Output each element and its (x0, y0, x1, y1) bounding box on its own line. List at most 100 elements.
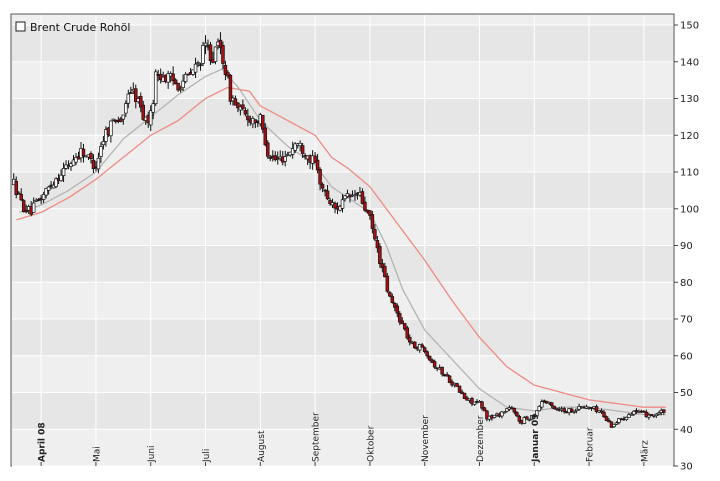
candle (649, 413, 654, 417)
candle (527, 418, 532, 422)
candle (31, 197, 36, 213)
candle-body-down (186, 73, 190, 76)
candle-body-down (420, 344, 424, 348)
candle (422, 346, 427, 354)
candle-body-down (89, 153, 93, 160)
candle-body-down (412, 341, 417, 349)
candle (530, 415, 534, 421)
candle (328, 197, 332, 206)
candle-body-up (647, 414, 651, 418)
candle (19, 188, 23, 201)
candle-body-down (226, 72, 230, 77)
candle (462, 392, 467, 400)
candle-body-down (139, 96, 143, 108)
candle-body-up (71, 159, 76, 166)
candle (104, 126, 108, 147)
y-tick-label: 30 (680, 462, 693, 473)
y-tick-label: 60 (680, 351, 693, 362)
candle (318, 167, 322, 191)
candle-body-up (104, 129, 108, 142)
candle (502, 411, 507, 414)
candle-body-down (422, 347, 427, 352)
x-tick-label: Mai (92, 446, 102, 462)
candle (617, 417, 621, 425)
candle-body-down (19, 193, 23, 201)
candle-body-down (482, 407, 487, 412)
candle (393, 301, 397, 312)
candle (171, 66, 175, 86)
candle (325, 184, 330, 201)
candle-body-up (283, 156, 287, 162)
candle (395, 303, 400, 318)
candle (218, 32, 223, 55)
candle (333, 201, 337, 214)
candle (378, 243, 382, 268)
candle-body-down (405, 327, 410, 339)
candle (549, 402, 554, 409)
candle-body-down (328, 200, 332, 205)
plot-area (10, 13, 675, 467)
candle (500, 410, 504, 419)
candle (129, 86, 133, 94)
candle (46, 185, 51, 195)
candle (457, 385, 462, 393)
candle (81, 143, 86, 163)
y-tick-label: 130 (680, 94, 699, 105)
candle-body-up (353, 194, 357, 197)
candle (657, 411, 661, 416)
plot-bands (12, 25, 673, 430)
candle-body-up (522, 417, 527, 424)
candle (226, 70, 230, 79)
candle-body-down (246, 115, 250, 121)
candle (139, 92, 143, 113)
candle-body-up (535, 410, 539, 417)
candle-body-down (223, 64, 228, 75)
candle-body-down (662, 409, 666, 413)
candle (375, 235, 380, 253)
moving-average-long (16, 86, 666, 408)
candle (223, 60, 228, 81)
candle (472, 401, 477, 406)
candle (253, 119, 258, 129)
candle-body-down (208, 44, 213, 62)
y-tick-label: 150 (680, 21, 699, 32)
candle-body-down (261, 115, 265, 130)
candle-body-up (59, 174, 63, 182)
y-tick-label: 140 (680, 57, 699, 68)
candle (644, 409, 649, 418)
candle-body-down (129, 92, 133, 94)
candle-body-up (614, 422, 619, 425)
candle (574, 408, 579, 414)
candle (572, 410, 576, 414)
candle-body-up (213, 46, 218, 62)
candle (183, 72, 188, 84)
x-tick-label: März (640, 440, 650, 462)
candle (525, 415, 529, 420)
candle (363, 196, 367, 212)
candle (119, 116, 123, 123)
candle-body-down (119, 118, 123, 122)
candle-body-up (612, 423, 616, 427)
candle-body-up (505, 408, 509, 412)
candle-body-down (644, 411, 649, 418)
candle (134, 84, 138, 109)
candle-body-up (153, 71, 158, 105)
candle-body-up (340, 199, 345, 209)
candle-body-up (657, 412, 661, 415)
candle (203, 35, 208, 55)
candle-body-up (183, 73, 188, 82)
candle-body-down (480, 401, 484, 409)
x-tick-label: Juni (147, 445, 157, 463)
candle-body-up (617, 418, 621, 423)
candle-body-up (166, 73, 170, 83)
candle-body-down (599, 410, 604, 413)
candle (213, 46, 218, 65)
candle (627, 412, 631, 418)
candle (425, 350, 429, 359)
candle (153, 69, 158, 106)
candle (41, 192, 46, 204)
candle-body-down (569, 408, 574, 413)
candle-body-down (21, 200, 26, 212)
candle-body-up (343, 195, 347, 200)
candle (201, 41, 205, 67)
